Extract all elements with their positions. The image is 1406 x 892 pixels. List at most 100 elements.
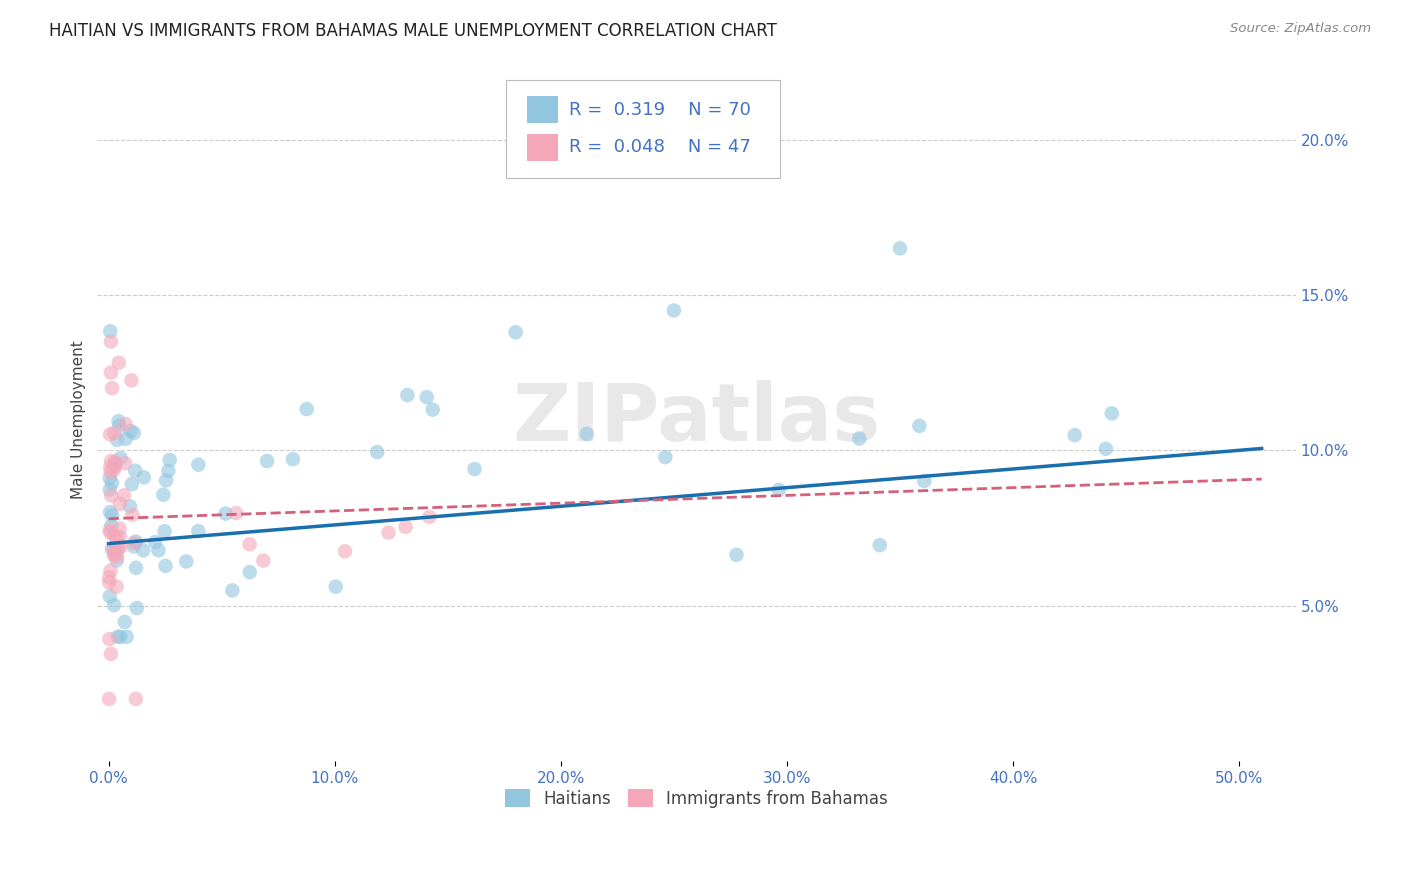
Point bbox=[100, 564, 122, 578]
Text: ZIPatlas: ZIPatlas bbox=[512, 380, 880, 458]
Point bbox=[101, 541, 124, 556]
Point bbox=[725, 548, 748, 562]
Point bbox=[105, 580, 128, 594]
Point bbox=[101, 475, 124, 490]
Point bbox=[98, 523, 121, 537]
Point bbox=[848, 432, 870, 446]
Point bbox=[100, 366, 122, 380]
Point bbox=[155, 474, 177, 488]
Point bbox=[159, 453, 181, 467]
Point bbox=[225, 506, 247, 520]
Point bbox=[98, 590, 121, 604]
Point bbox=[101, 508, 124, 523]
Point bbox=[654, 450, 676, 464]
Point bbox=[104, 459, 127, 474]
Point bbox=[110, 540, 132, 554]
Point bbox=[103, 549, 125, 563]
Point bbox=[98, 460, 121, 475]
Point bbox=[110, 630, 132, 644]
Point bbox=[108, 418, 131, 433]
Text: HAITIAN VS IMMIGRANTS FROM BAHAMAS MALE UNEMPLOYMENT CORRELATION CHART: HAITIAN VS IMMIGRANTS FROM BAHAMAS MALE … bbox=[49, 22, 778, 40]
Point bbox=[239, 565, 262, 579]
Point bbox=[333, 544, 356, 558]
Point bbox=[105, 540, 128, 554]
Point bbox=[394, 520, 416, 534]
Point bbox=[120, 373, 142, 387]
Point bbox=[505, 325, 527, 339]
Point bbox=[114, 417, 136, 431]
Point bbox=[100, 489, 122, 503]
Point bbox=[125, 692, 148, 706]
Point bbox=[98, 632, 121, 647]
Point bbox=[98, 471, 121, 485]
Point bbox=[121, 508, 143, 522]
Point bbox=[100, 465, 122, 479]
Point bbox=[103, 598, 125, 612]
Point bbox=[281, 452, 304, 467]
Point bbox=[1094, 442, 1116, 456]
Point bbox=[869, 538, 891, 552]
Point bbox=[1101, 406, 1123, 420]
Point bbox=[108, 522, 131, 536]
Point bbox=[148, 543, 170, 558]
Point bbox=[98, 525, 121, 540]
Point bbox=[377, 525, 399, 540]
Point bbox=[295, 402, 318, 417]
Point bbox=[108, 497, 131, 511]
Point bbox=[107, 356, 129, 370]
Point bbox=[662, 303, 685, 318]
Y-axis label: Male Unemployment: Male Unemployment bbox=[72, 340, 86, 499]
Legend: Haitians, Immigrants from Bahamas: Haitians, Immigrants from Bahamas bbox=[498, 783, 894, 814]
Text: Source: ZipAtlas.com: Source: ZipAtlas.com bbox=[1230, 22, 1371, 36]
Point bbox=[105, 549, 128, 564]
Point bbox=[98, 692, 121, 706]
Point bbox=[112, 488, 135, 502]
Point bbox=[256, 454, 278, 468]
Point bbox=[143, 535, 166, 549]
Point bbox=[100, 454, 122, 468]
Point bbox=[103, 528, 125, 542]
Point bbox=[105, 532, 128, 546]
Point bbox=[105, 553, 128, 567]
Point bbox=[98, 324, 121, 338]
Point bbox=[132, 543, 155, 558]
Point bbox=[768, 483, 790, 497]
Point bbox=[120, 424, 142, 438]
Point bbox=[98, 505, 121, 519]
Point bbox=[100, 334, 122, 349]
Point bbox=[422, 402, 444, 417]
Point bbox=[908, 418, 931, 433]
Point bbox=[418, 510, 440, 524]
Point bbox=[98, 570, 121, 584]
Point bbox=[416, 390, 439, 404]
Text: R =  0.048    N = 47: R = 0.048 N = 47 bbox=[569, 138, 751, 156]
Point bbox=[115, 630, 138, 644]
Point bbox=[104, 457, 127, 471]
Point bbox=[889, 241, 911, 255]
Point bbox=[122, 536, 145, 550]
Point bbox=[105, 433, 128, 447]
Point bbox=[325, 580, 347, 594]
Point bbox=[396, 388, 419, 402]
Point bbox=[103, 425, 125, 440]
Point bbox=[912, 474, 935, 488]
Point bbox=[221, 583, 243, 598]
Point bbox=[107, 630, 129, 644]
Point bbox=[101, 381, 124, 395]
Point bbox=[252, 553, 274, 567]
Point bbox=[464, 462, 486, 476]
Point bbox=[103, 463, 125, 477]
Point bbox=[155, 558, 177, 573]
Point bbox=[366, 445, 388, 459]
Point bbox=[215, 507, 238, 521]
Point bbox=[124, 464, 146, 478]
Point bbox=[575, 426, 598, 441]
Point bbox=[100, 518, 122, 533]
Point bbox=[157, 464, 180, 478]
Point bbox=[104, 455, 127, 469]
Point bbox=[122, 540, 145, 554]
Point bbox=[110, 451, 132, 466]
Point bbox=[98, 483, 121, 497]
Point bbox=[125, 534, 148, 549]
Point bbox=[108, 530, 131, 544]
